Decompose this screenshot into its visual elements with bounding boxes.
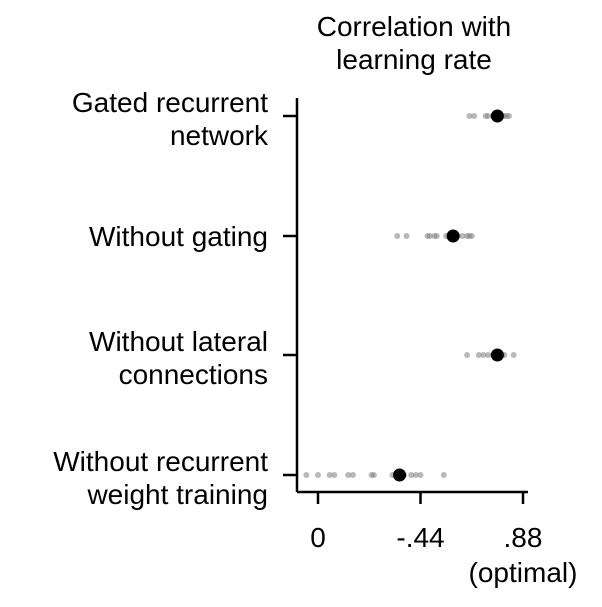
individual-point <box>485 352 492 358</box>
individual-point <box>440 472 447 478</box>
individual-point <box>464 352 471 358</box>
individual-point <box>480 352 487 358</box>
axes: 0 -.44 .88 (optimal) <box>283 98 577 588</box>
x-tick-note: (optimal) <box>469 557 578 588</box>
category-label: Without gating <box>89 221 268 252</box>
mean-point <box>490 348 504 362</box>
individual-point <box>326 472 333 478</box>
individual-point <box>475 352 482 358</box>
mean-point <box>393 468 407 482</box>
individual-point <box>345 472 352 478</box>
individual-point <box>433 233 440 239</box>
individual-point <box>468 233 475 239</box>
individual-point <box>331 472 338 478</box>
chart-title-line: Correlation with <box>317 11 512 42</box>
individual-point <box>506 113 513 119</box>
mean-point <box>490 109 504 123</box>
data-points <box>303 109 517 482</box>
category-label: Gated recurrent <box>72 87 268 118</box>
category-label: Without lateral <box>89 326 268 357</box>
individual-point <box>349 472 356 478</box>
x-tick-label: -.44 <box>396 522 444 553</box>
category-label: weight training <box>86 479 268 510</box>
individual-point <box>408 472 415 478</box>
individual-point <box>471 113 478 119</box>
individual-point <box>485 113 492 119</box>
individual-point <box>412 472 419 478</box>
individual-point <box>370 472 377 478</box>
individual-point <box>510 352 517 358</box>
individual-point <box>466 113 473 119</box>
category-label: Without recurrent <box>53 446 268 477</box>
chart-title-line: learning rate <box>336 44 492 75</box>
mean-point <box>446 229 460 243</box>
x-tick-label: .88 <box>504 522 543 553</box>
individual-point <box>403 233 410 239</box>
individual-point <box>426 233 433 239</box>
individual-point <box>315 472 321 478</box>
x-tick-label: 0 <box>310 522 326 553</box>
individual-point <box>459 233 466 239</box>
individual-point <box>394 233 401 239</box>
individual-point <box>303 472 310 478</box>
individual-point <box>417 472 424 478</box>
category-label: network <box>170 120 269 151</box>
category-label: connections <box>119 359 268 390</box>
